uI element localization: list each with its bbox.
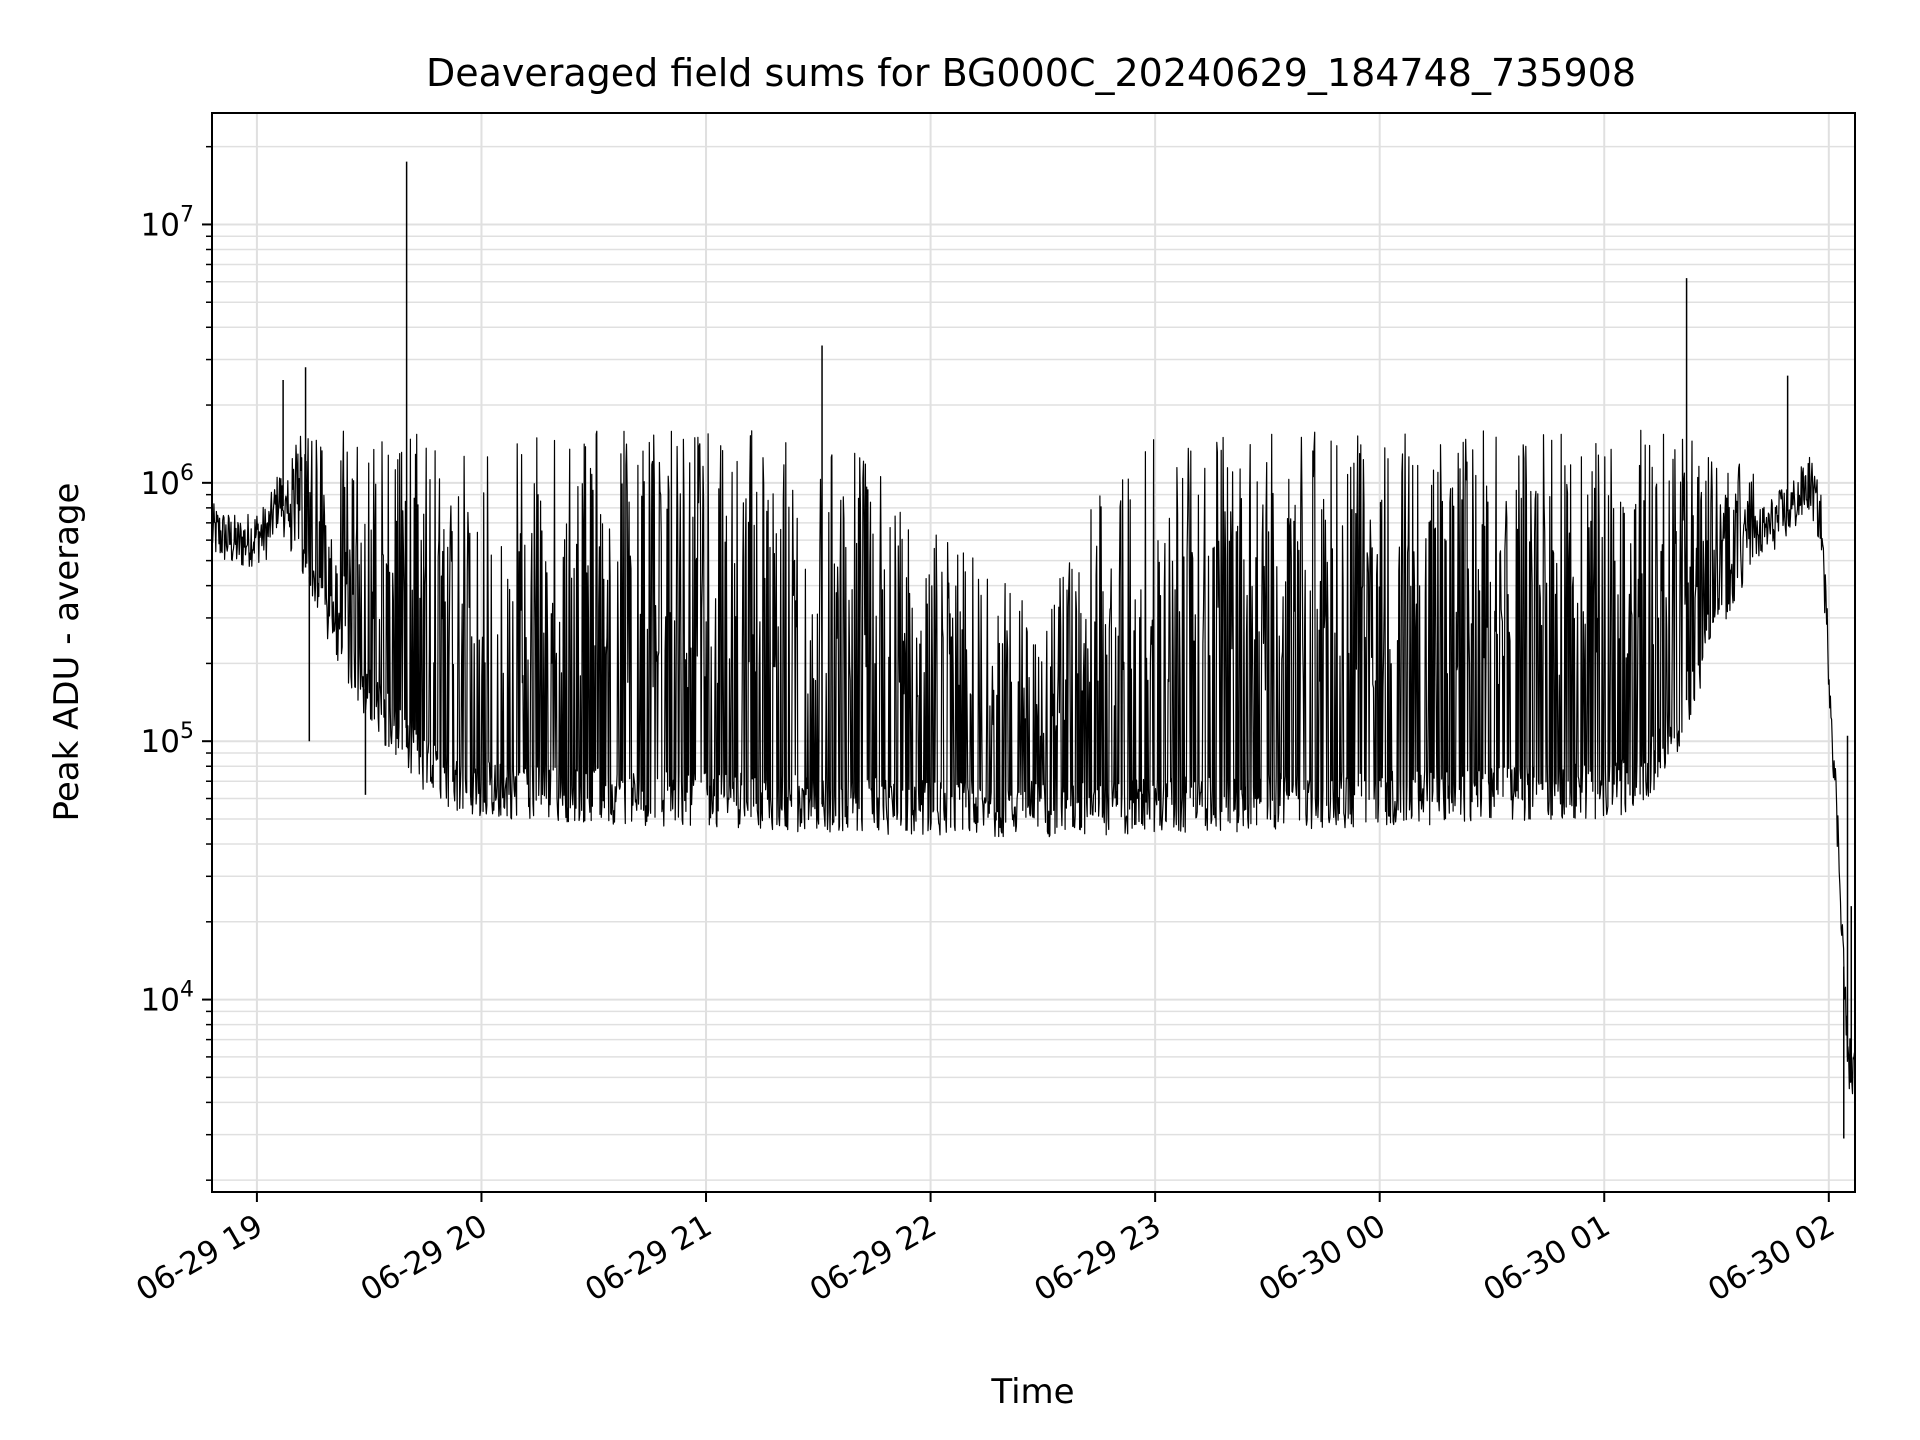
series-line	[211, 429, 1856, 1095]
y-tick-label: 106	[141, 461, 194, 502]
x-axis-title: Time	[990, 1372, 1074, 1412]
x-axis: 06-29 19 06-29 20 06-29 21 06-29 22 06-29 23…	[130, 1192, 1841, 1309]
x-tick-label: 06-29 19	[130, 1208, 269, 1309]
x-tick-label: 06-29 20	[355, 1208, 494, 1309]
x-tick-label: 06-30 02	[1702, 1208, 1841, 1309]
x-tick-label: 06-29 22	[804, 1208, 943, 1309]
data-series	[211, 161, 1856, 1143]
y-tick-label: 105	[141, 719, 194, 760]
x-tick-label: 06-30 01	[1478, 1208, 1617, 1309]
x-tick-label: 06-30 00	[1253, 1208, 1392, 1309]
chart-title: Deaveraged field sums for BG000C_2024062…	[426, 51, 1636, 95]
y-tick-label: 104	[141, 978, 194, 1019]
x-tick-label: 06-29 23	[1028, 1208, 1167, 1309]
plot-frame	[211, 112, 1856, 1193]
y-axis-title: Peak ADU - average	[47, 483, 87, 822]
y-tick-label: 107	[141, 202, 194, 243]
y-axis: 104 105 106 107	[141, 145, 212, 1181]
x-tick-label: 06-29 21	[579, 1208, 718, 1309]
